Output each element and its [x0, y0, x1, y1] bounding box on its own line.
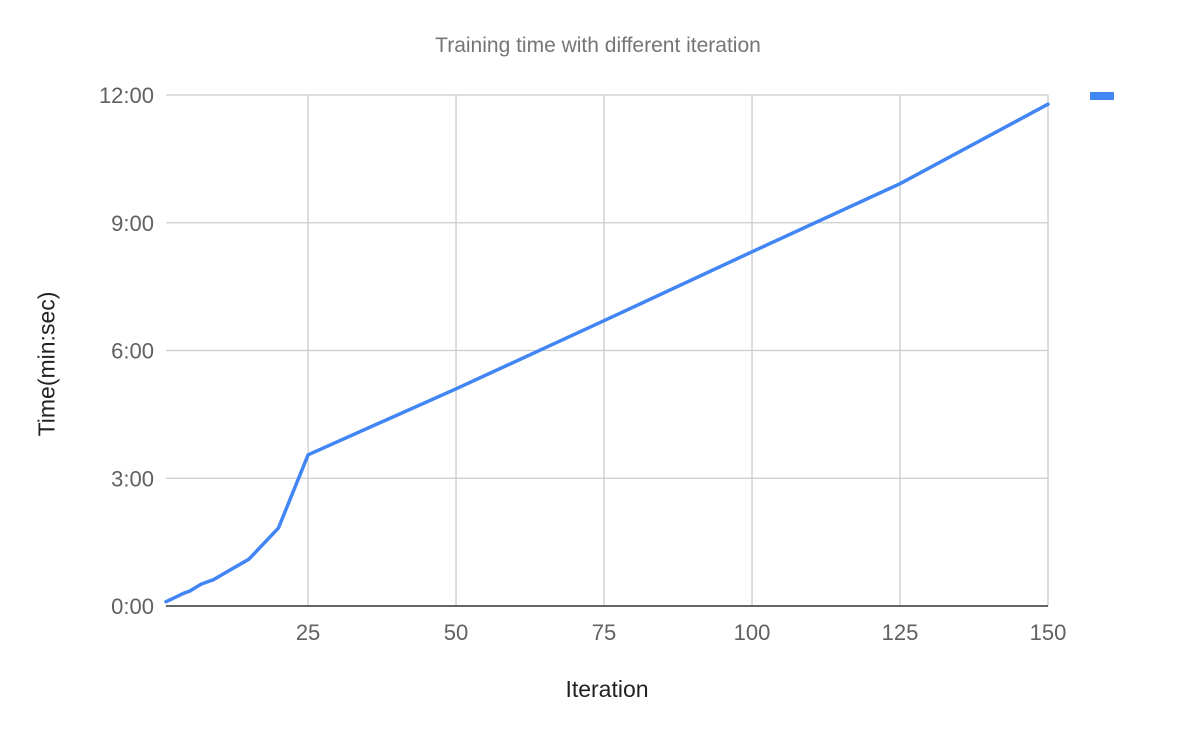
chart-title: Training time with different iteration [435, 34, 761, 57]
x-tick-label: 75 [592, 620, 616, 645]
y-tick-label: 6:00 [111, 339, 154, 364]
x-tick-label: 125 [882, 620, 919, 645]
y-tick-label: 0:00 [111, 594, 154, 619]
legend-swatch [1090, 92, 1114, 100]
y-tick-label: 3:00 [111, 466, 154, 491]
x-tick-label: 25 [296, 620, 320, 645]
y-tick-label: 9:00 [111, 211, 154, 236]
x-tick-label: 50 [444, 620, 468, 645]
x-tick-label: 100 [734, 620, 771, 645]
x-axis-label: Iteration [565, 676, 649, 702]
y-tick-label: 12:00 [99, 83, 154, 108]
x-tick-label: 150 [1030, 620, 1067, 645]
series-line [164, 102, 1050, 604]
